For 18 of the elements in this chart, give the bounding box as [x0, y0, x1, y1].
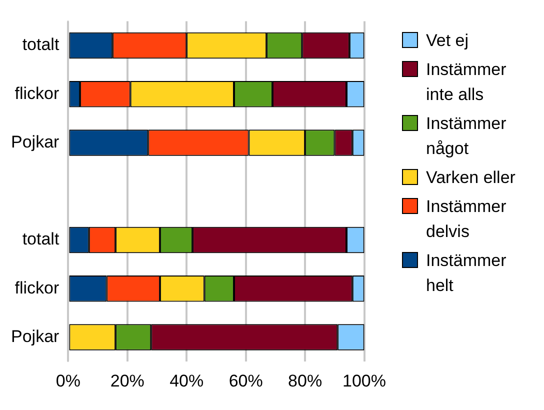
legend-label: Instämmer delvis	[426, 196, 508, 243]
legend-label: Instämmer något	[426, 113, 508, 160]
legend-label: Vet ej	[426, 30, 470, 52]
y-tick-label: flickor	[14, 278, 60, 298]
y-tick-label: totalt	[22, 230, 60, 249]
x-tick-label: 20%	[110, 371, 144, 390]
y-tick-label: flickor	[14, 84, 60, 103]
x-tick-label: 100%	[342, 371, 386, 390]
legend-label: Instämmer helt	[426, 250, 508, 297]
x-tick-label: 0%	[56, 371, 80, 390]
legend-label: Instämmer inte alls	[426, 59, 508, 106]
y-tick-label: totalt	[22, 35, 60, 54]
y-tick-label: Pojkar	[11, 326, 60, 346]
legend-label: Varken eller	[426, 167, 516, 189]
x-tick-label: 60%	[228, 371, 263, 390]
x-tick-label: 80%	[288, 371, 322, 390]
x-tick-label: 40%	[170, 371, 204, 390]
y-tick-label: Pojkar	[11, 132, 60, 152]
